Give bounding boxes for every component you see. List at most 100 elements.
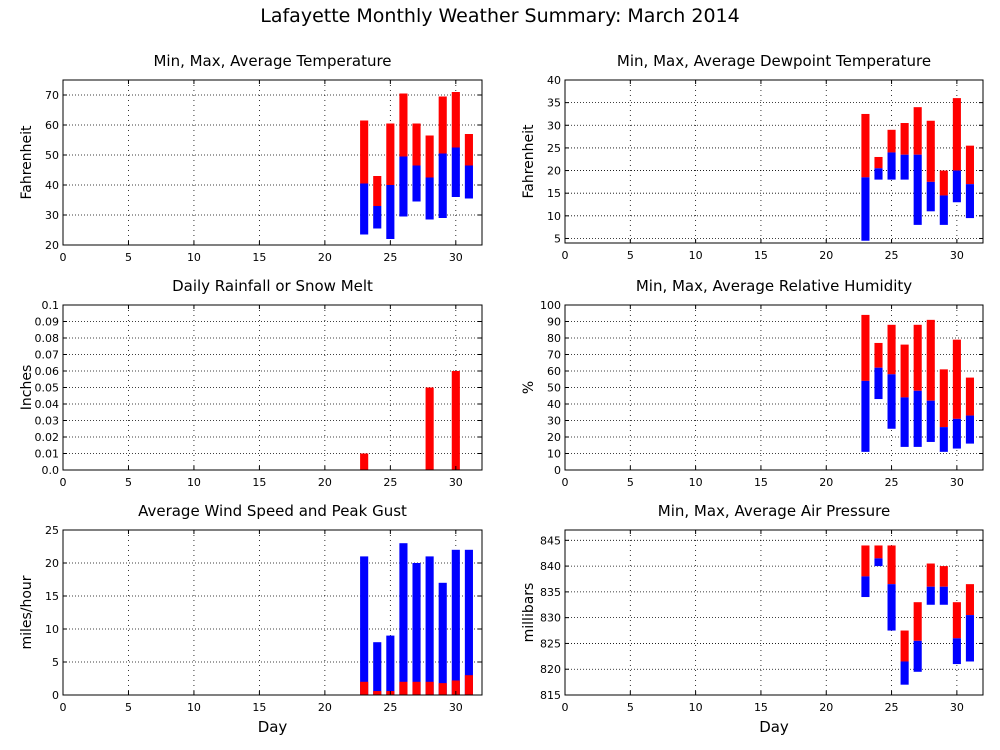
chart4-bar-max [939,369,948,428]
chart5-bar-avg-wind [425,681,434,695]
chart6-bar-min [965,615,974,662]
chart2-ytick-label: 5 [554,232,561,245]
chart6-bar-min [887,584,896,631]
chart1-xtick-label: 15 [252,251,266,264]
chart6-bar-max [900,630,909,662]
chart5-xtick-label: 30 [449,701,463,714]
chart2-ytick-label: 15 [547,187,561,200]
chart6-ytick-label: 815 [540,689,561,702]
chart4-xtick-label: 15 [754,476,768,489]
chart1-bar-max [438,96,447,154]
chart5-ylabel: miles/hour [19,575,35,649]
chart2-bar-min [926,181,935,212]
chart5-xtick-label: 25 [383,701,397,714]
chart1-bar-min [399,156,408,217]
chart4-ytick-label: 90 [547,316,561,329]
chart4-xtick-label: 30 [950,476,964,489]
chart4-bar-max [861,314,870,381]
chart6-ytick-label: 820 [540,663,561,676]
chart1-bar-max [386,123,395,185]
chart3-bar-rain [425,387,434,470]
chart2-bar-max [952,98,961,171]
chart1-bar-max [464,134,473,166]
chart3-xtick-label: 25 [383,476,397,489]
chart5-xtick-label: 10 [187,701,201,714]
chart6-bar-max [874,545,883,559]
chart4-bar-min [900,397,909,447]
chart1-bar-min [451,147,460,197]
chart2-bar-min [952,170,961,203]
chart1-bar-min [425,177,434,220]
chart1-xtick-label: 30 [449,251,463,264]
chart6-ytick-label: 835 [540,586,561,599]
chart4-ytick-label: 40 [547,398,561,411]
chart1-bar-min [464,165,473,199]
chart1-frame [62,79,483,246]
chart4-bar-min [913,390,922,447]
chart2-ytick-label: 10 [547,210,561,223]
chart4-title: Min, Max, Average Relative Humidity [636,277,912,295]
chart2-bar-max [939,170,948,196]
chart1-xtick-label: 5 [125,251,132,264]
chart4-xtick-label: 5 [627,476,634,489]
chart4-bar-max [926,319,935,401]
chart4-bar-max [887,324,896,375]
chart6-bar-min [874,558,883,567]
chart6-bar-min [913,640,922,672]
chart3-title: Daily Rainfall or Snow Melt [172,277,373,295]
chart2-ytick-label: 30 [547,119,561,132]
chart4-bar-min [939,427,948,452]
chart3-bar-rain [360,453,369,470]
chart1-ytick-label: 40 [45,179,59,192]
chart6-bar-max [887,545,896,585]
chart3-frame [62,304,483,471]
chart5-bar-gust [360,556,369,695]
chart5-xtick-label: 20 [318,701,332,714]
chart2-xtick-label: 5 [627,249,634,262]
chart5-bar-gust [451,549,460,695]
chart1-xtick-label: 0 [60,251,67,264]
chart6-ytick-label: 825 [540,637,561,650]
chart3-xtick-label: 15 [252,476,266,489]
chart4-xtick-label: 10 [689,476,703,489]
chart6-xlabel: Day [759,718,789,736]
chart2-bar-max [926,120,935,182]
chart4-bar-min [887,374,896,429]
chart4-bar-min [965,415,974,444]
chart2-bar-min [887,152,896,180]
chart3-ytick-label: 0.07 [35,349,60,362]
chart4-ytick-label: 60 [547,365,561,378]
chart2-frame [564,79,984,244]
chart3-ytick-label: 0.1 [42,299,60,312]
chart2-bar-min [874,168,883,180]
chart1-bar-max [399,93,408,157]
chart6-bar-min [861,576,870,598]
chart6-xtick-label: 5 [627,701,634,714]
chart2-xtick-label: 10 [689,249,703,262]
page-title: Lafayette Monthly Weather Summary: March… [260,5,740,27]
chart2-bar-max [965,145,974,185]
chart3-xtick-label: 30 [449,476,463,489]
chart3-xtick-label: 5 [125,476,132,489]
chart5-bar-avg-wind [451,680,460,695]
chart5-bar-gust [386,635,395,695]
chart5-title: Average Wind Speed and Peak Gust [138,502,407,520]
chart5-xlabel: Day [258,718,288,736]
chart4-ytick-label: 50 [547,382,561,395]
chart3-ytick-label: 0.0 [42,464,60,477]
chart6-bar-max [861,545,870,577]
chart2-bar-min [939,195,948,225]
chart5-bar-avg-wind [438,683,447,695]
chart2-xtick-label: 20 [819,249,833,262]
chart5-xtick-label: 5 [125,701,132,714]
chart4-bar-max [965,377,974,416]
chart4-xtick-label: 20 [819,476,833,489]
chart4-bar-max [900,344,909,398]
chart1-bar-min [412,165,421,202]
chart2-ylabel: Fahrenheit [521,124,537,199]
chart4-ytick-label: 0 [554,464,561,477]
chart5-xtick-label: 0 [60,701,67,714]
chart2-bar-max [913,107,922,155]
chart5-bar-gust [373,642,382,695]
